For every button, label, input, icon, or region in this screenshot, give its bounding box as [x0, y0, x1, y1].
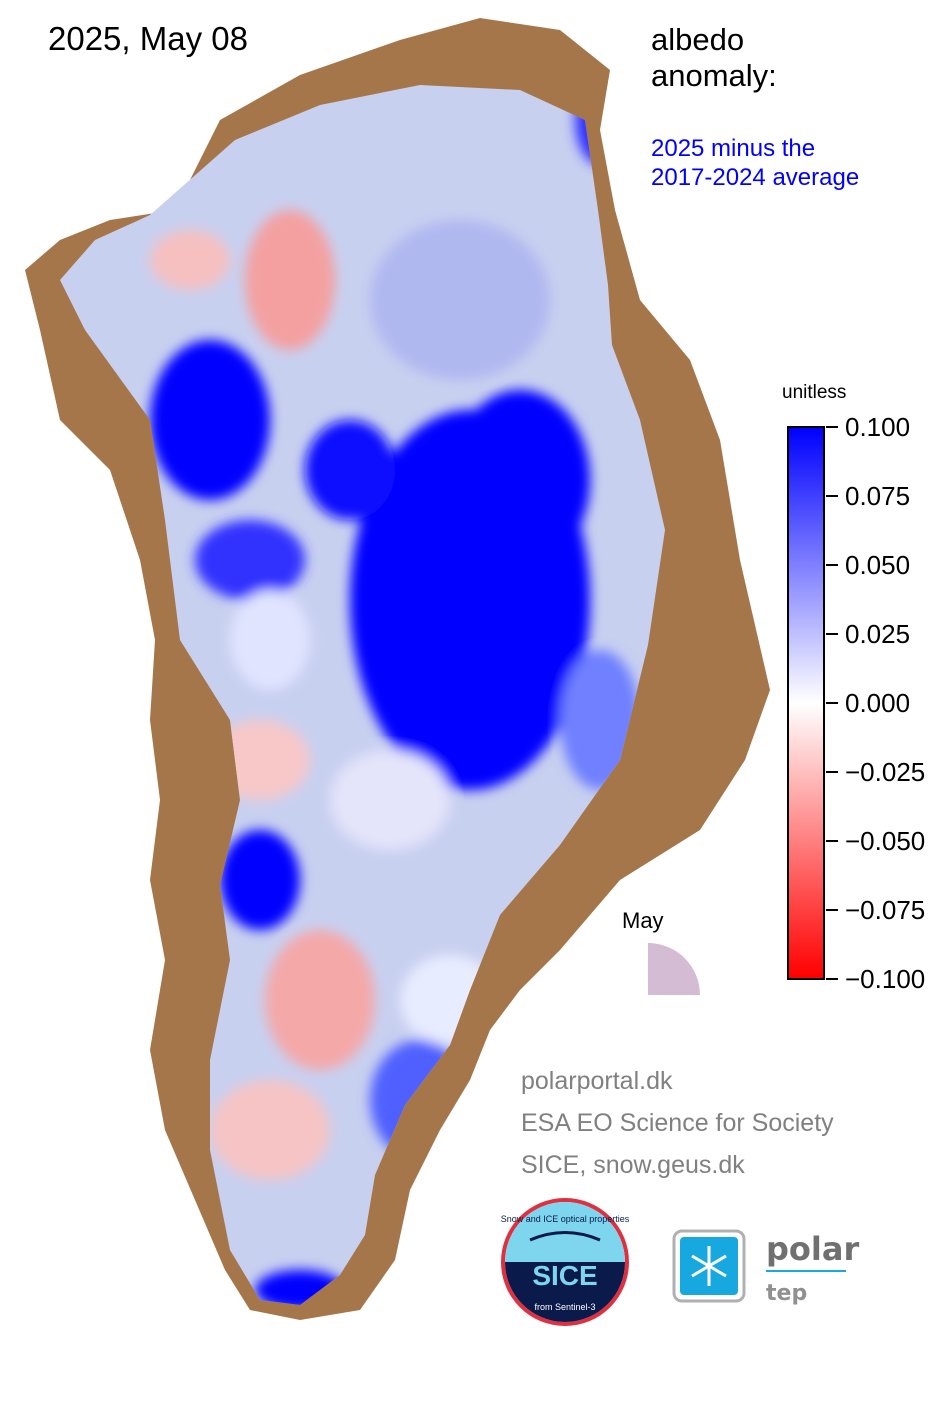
sice-logo [501, 1198, 629, 1326]
colorbar-tick-label: −0.050 [845, 826, 926, 856]
colorbar-tick-label: −0.075 [845, 895, 926, 925]
map-subtitle-line1: 2025 minus the [651, 135, 816, 162]
colorbar-tick-mark [826, 495, 838, 497]
colorbar-tick-label: −0.025 [845, 757, 926, 787]
map-title-line2: anomaly: [651, 58, 777, 93]
polar-tep-word1: polar [766, 1230, 859, 1268]
colorbar-tick-label: 0.050 [845, 550, 911, 580]
colorbar-tick-label: 0.075 [845, 481, 911, 511]
polar-tep-logo [672, 1229, 846, 1303]
colorbar-tick-mark [826, 633, 838, 635]
colorbar-tick-label: −0.100 [845, 964, 926, 994]
colorbar-tick-mark [826, 840, 838, 842]
colorbar [787, 426, 825, 980]
season-wedge [648, 943, 700, 995]
snowflake-icon [691, 1246, 727, 1286]
map-title-line1: albedo [651, 22, 745, 57]
map-date: 2025, May 08 [48, 20, 248, 57]
sice-logo-main-text: SICE [532, 1260, 597, 1291]
colorbar-tick-mark [826, 909, 838, 911]
colorbar-tick-label: 0.025 [845, 619, 911, 649]
colorbar-tick-mark [826, 702, 838, 704]
sice-logo-bottom-text: from Sentinel-3 [534, 1302, 595, 1312]
colorbar-tick-mark [826, 426, 838, 428]
colorbar-unit: unitless [782, 382, 847, 403]
colorbar-tick-label: 0.000 [845, 688, 911, 718]
map-subtitle: 2025 minus the 2017-2024 average [651, 134, 859, 192]
colorbar-tick-mark [826, 771, 838, 773]
colorbar-tick-mark [826, 564, 838, 566]
map-title: albedo anomaly: [651, 22, 777, 94]
polar-tep-word2: tep [766, 1281, 807, 1306]
credit-line-3: SICE, snow.geus.dk [521, 1151, 745, 1179]
season-label: May [622, 908, 664, 933]
credit-line-2: ESA EO Science for Society [521, 1109, 834, 1137]
sice-logo-top-text: Snow and ICE optical properties [501, 1214, 630, 1224]
credit-line-1: polarportal.dk [521, 1067, 673, 1095]
map-subtitle-line2: 2017-2024 average [651, 164, 860, 191]
colorbar-tick-mark [826, 978, 838, 980]
colorbar-tick-label: 0.100 [845, 412, 911, 442]
